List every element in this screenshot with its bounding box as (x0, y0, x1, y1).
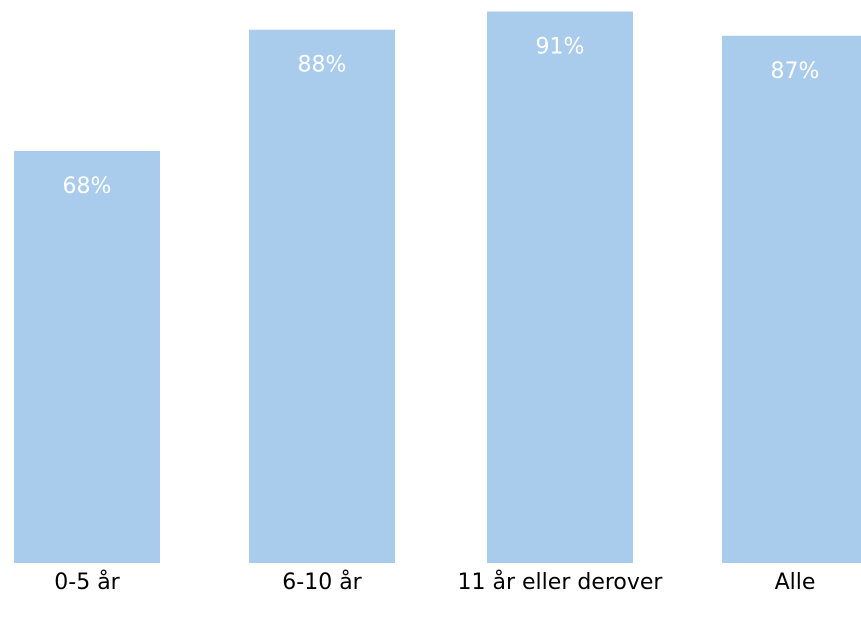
data-labels-layer: 68% 88% 91% 87% (63, 35, 820, 199)
x-tick-label-1: 6-10 år (282, 569, 362, 595)
x-tick-label-0: 0-5 år (54, 569, 120, 595)
x-tick-label-2: 11 år eller derover (458, 569, 664, 595)
x-axis-tick-labels: 0-5 år 6-10 år 11 år eller derover Alle (54, 569, 815, 595)
bar-2 (487, 11, 633, 564)
data-label-3: 87% (771, 59, 820, 84)
bars-layer (14, 11, 861, 564)
bar-1 (249, 29, 395, 564)
bar-0 (14, 150, 160, 564)
x-tick-label-3: Alle (775, 570, 816, 595)
data-label-2: 91% (536, 35, 585, 60)
bar-3 (722, 35, 861, 563)
data-label-1: 88% (298, 53, 347, 78)
data-label-0: 68% (63, 174, 112, 199)
